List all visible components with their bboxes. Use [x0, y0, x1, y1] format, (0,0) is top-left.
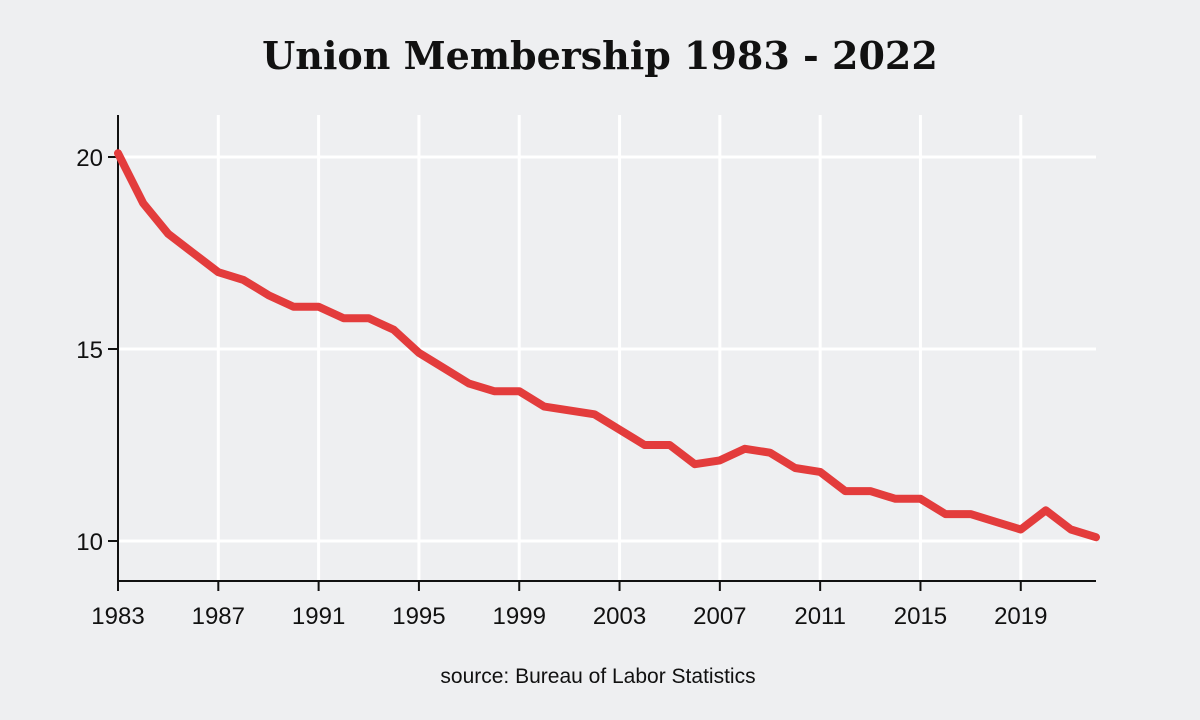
y-tick-label: 20 — [76, 145, 103, 172]
y-tick-label: 10 — [76, 529, 103, 556]
x-tick-label: 1987 — [192, 603, 245, 630]
source-note: source: Bureau of Labor Statistics — [440, 665, 755, 688]
x-tick-label: 2007 — [693, 603, 746, 630]
x-tick-label: 1983 — [91, 603, 144, 630]
y-tick-label: 15 — [76, 337, 103, 364]
x-tick-label: 2011 — [794, 603, 846, 630]
x-tick-label: 2019 — [994, 603, 1047, 630]
x-tick-label: 2015 — [894, 603, 947, 630]
x-tick-label: 1995 — [392, 603, 445, 630]
chart-title: Union Membership 1983 - 2022 — [262, 33, 938, 78]
x-tick-label: 1991 — [292, 603, 345, 630]
x-tick-label: 2003 — [593, 603, 646, 630]
x-tick-label: 1999 — [493, 603, 546, 630]
series-line-union-membership — [114, 149, 1100, 542]
